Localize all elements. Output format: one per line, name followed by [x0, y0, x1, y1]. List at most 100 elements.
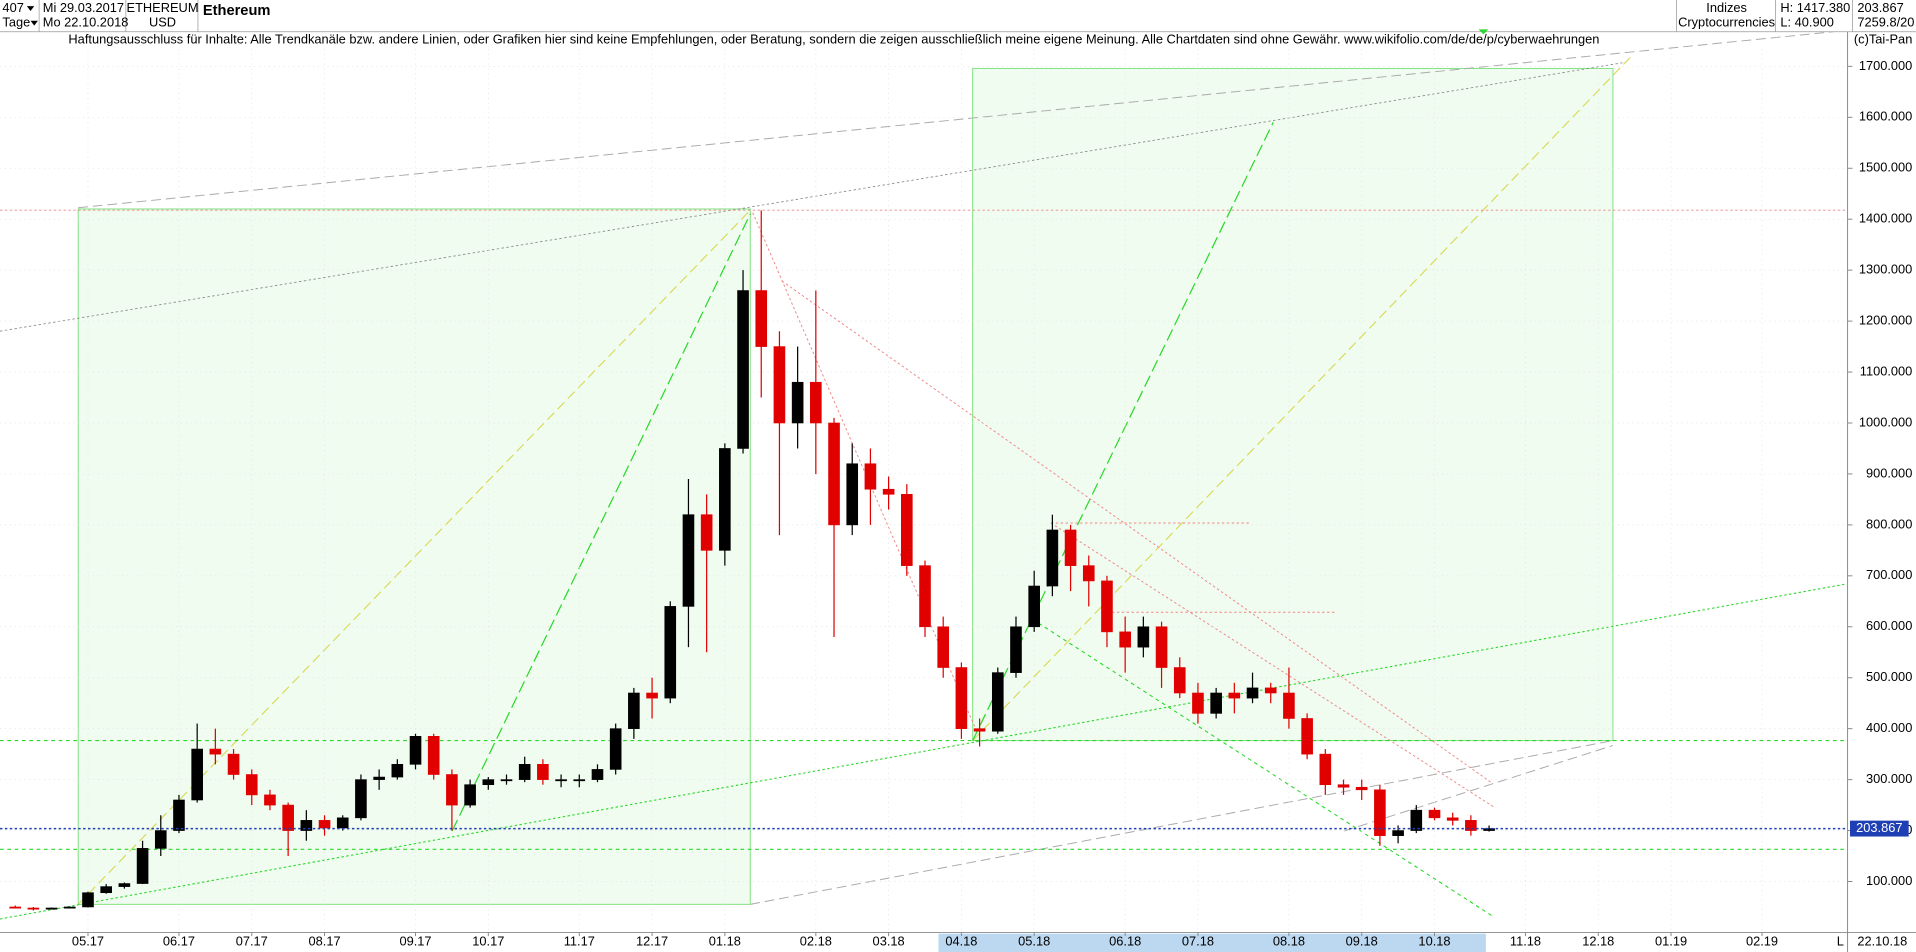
x-tick-label: 03.18 — [873, 934, 905, 949]
candle-body — [1264, 687, 1277, 694]
candle-body — [191, 748, 203, 801]
candle-body — [264, 794, 276, 806]
candle-body — [1137, 626, 1150, 648]
candle-body — [409, 736, 422, 765]
x-tick-label: 06.18 — [1109, 934, 1141, 949]
bar-count[interactable]: 407 — [2, 0, 23, 15]
box — [972, 67, 1614, 742]
range-selection[interactable] — [938, 933, 1486, 952]
candle-body — [1210, 692, 1222, 714]
x-tick-label: 12.18 — [1582, 934, 1614, 949]
x-tick-label: 02.18 — [800, 934, 832, 949]
candle-body — [1064, 529, 1077, 566]
dropdown-icon[interactable] — [30, 20, 38, 26]
candle-body — [646, 692, 658, 699]
x-tick-label: 10.17 — [472, 934, 504, 949]
candle-body — [446, 774, 458, 806]
candle-body — [300, 820, 313, 831]
y-tick-label: 1700.000 — [1859, 58, 1913, 73]
box — [77, 208, 751, 905]
candle-body — [63, 906, 76, 909]
candle-body — [1155, 626, 1168, 668]
x-tick-label: 09.17 — [399, 934, 431, 949]
marker — [1478, 29, 1489, 35]
candle-body — [1355, 786, 1368, 791]
period[interactable]: Tage — [2, 15, 30, 30]
end-date: Mo 22.10.2018 — [43, 15, 129, 30]
chart-title: Ethereum — [203, 3, 271, 19]
candle-body — [1392, 830, 1404, 836]
candle-body — [1246, 687, 1259, 699]
scale-button[interactable]: L — [1837, 934, 1844, 949]
y-tick-label: 1100.000 — [1860, 363, 1913, 378]
candle-body — [664, 606, 677, 699]
x-tick-label: 12.17 — [636, 934, 668, 949]
candle-body — [209, 748, 222, 755]
candle-body — [482, 779, 495, 786]
candle-body — [1465, 820, 1477, 831]
subgroup: Cryptocurrencies — [1678, 15, 1775, 30]
trend-line — [1343, 745, 1614, 832]
candle-body — [227, 753, 240, 775]
trend-line — [972, 54, 1633, 741]
candle-body — [810, 381, 822, 424]
candle-body — [628, 692, 640, 729]
trend-line — [451, 213, 751, 832]
dropdown-icon[interactable] — [26, 6, 35, 11]
candle-body — [118, 883, 131, 887]
trend-line — [972, 121, 1274, 741]
x-tick-label: 11.17 — [564, 934, 595, 949]
y-tick-label: 800.000 — [1866, 516, 1912, 531]
candle-body — [355, 779, 367, 819]
candle-body — [500, 779, 513, 782]
candle-body — [719, 448, 731, 551]
candle-body — [82, 892, 94, 908]
candle-body — [700, 514, 713, 551]
y-tick-label: 900.000 — [1866, 465, 1912, 480]
x-tick-label: 07.17 — [236, 934, 268, 949]
extra: 7259.8/20 — [1857, 15, 1914, 30]
x-tick-label: 10.18 — [1418, 934, 1450, 949]
candle-body — [1101, 580, 1113, 633]
candle-body — [1010, 626, 1022, 673]
y-tick-label: 500.000 — [1866, 669, 1912, 684]
candle-body — [100, 886, 112, 894]
candle-body — [937, 626, 950, 668]
last-price-label: 203.867 — [1856, 820, 1902, 835]
trend-line — [750, 740, 1614, 905]
candle-body — [846, 463, 859, 526]
candle-body — [1374, 789, 1386, 836]
candle-body — [173, 799, 185, 831]
x-tick-label: 01.18 — [709, 934, 741, 949]
high: H: 1417.380 — [1780, 0, 1850, 15]
candle-body — [991, 672, 1004, 732]
y-tick-label: 100.000 — [1866, 873, 1912, 888]
x-tick-label: 06.17 — [163, 934, 195, 949]
candle-body — [682, 514, 695, 607]
y-tick-label: 400.000 — [1866, 720, 1912, 735]
plot — [0, 48, 1848, 933]
candle-body — [737, 290, 749, 449]
y-tick-label: 1000.000 — [1859, 414, 1913, 429]
candle-body — [1410, 809, 1423, 831]
low: L: 40.900 — [1780, 15, 1833, 30]
x-tick-label: 05.17 — [72, 934, 104, 949]
candle-body — [154, 830, 167, 849]
candle-body — [1319, 753, 1332, 786]
candle-body — [282, 804, 294, 831]
last-price-box — [1850, 820, 1909, 837]
candle-body — [591, 769, 604, 780]
candle-body — [1046, 529, 1059, 587]
group: Indizes — [1706, 0, 1747, 15]
candle-body — [464, 784, 476, 806]
candle-body — [555, 779, 567, 782]
candle-body — [1228, 692, 1241, 699]
candle-body — [1337, 784, 1350, 788]
y-tick-label: 700.000 — [1866, 567, 1912, 582]
candle-body — [1446, 817, 1459, 821]
candle-body — [609, 728, 622, 770]
candle-body — [391, 764, 404, 778]
x-tick-label: 11.18 — [1510, 934, 1541, 949]
